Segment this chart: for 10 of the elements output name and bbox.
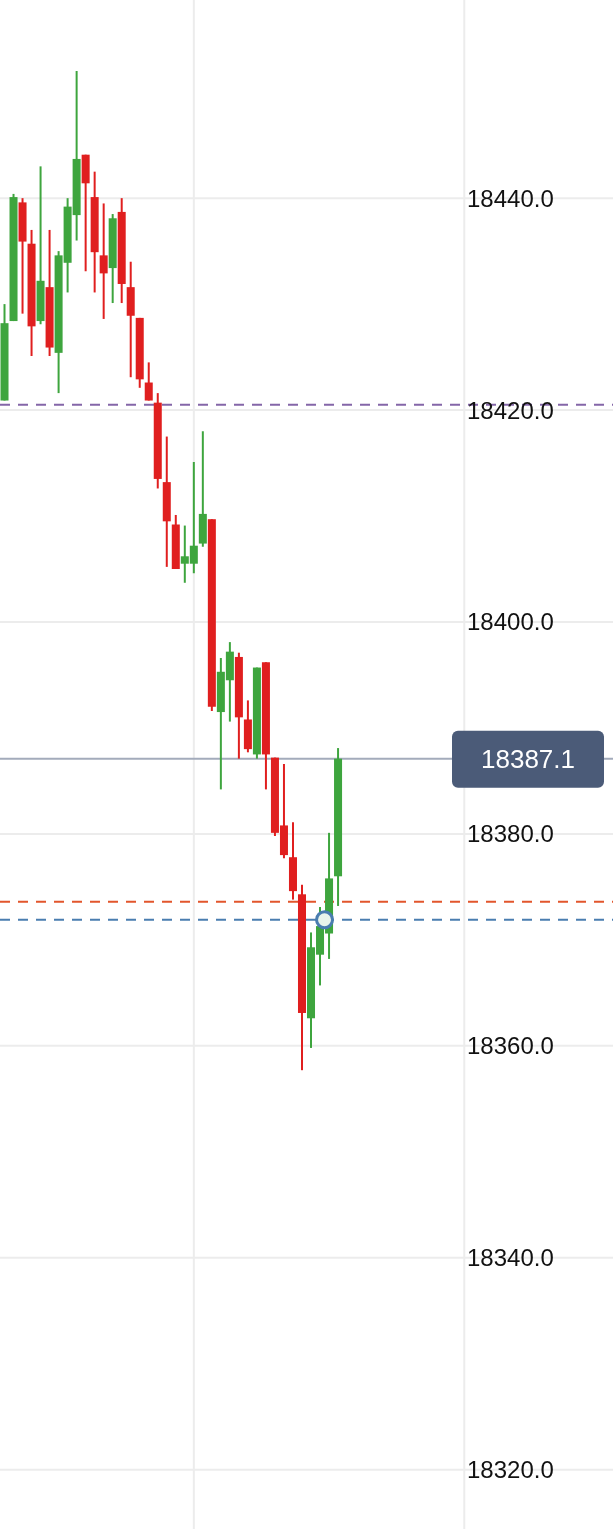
y-tick-label: 18380.0: [467, 820, 554, 848]
y-tick-label: 18440.0: [467, 184, 554, 212]
y-tick-label: 18420.0: [467, 396, 554, 424]
ref-line-label: 18387.1: [481, 743, 575, 774]
y-tick-label: 18400.0: [467, 608, 554, 636]
candlestick: [99, 202, 108, 320]
y-tick-label: 18340.0: [467, 1244, 554, 1272]
candlestick: [144, 361, 153, 402]
y-tick-label: 18360.0: [467, 1032, 554, 1060]
y-tick-label: 18320.0: [467, 1456, 554, 1484]
